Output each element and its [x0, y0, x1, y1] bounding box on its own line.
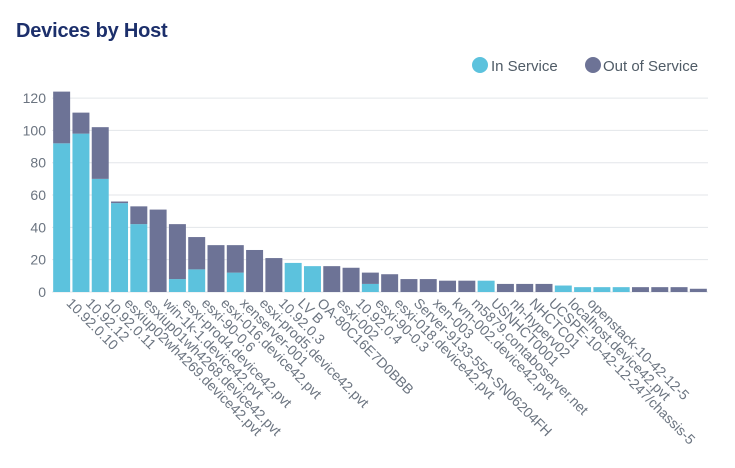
bar-out-of-service[interactable]	[651, 287, 669, 292]
bar-out-of-service[interactable]	[631, 287, 649, 292]
bar-in-service[interactable]	[72, 133, 90, 292]
legend-label[interactable]: In Service	[491, 58, 558, 75]
y-tick-label: 100	[23, 122, 47, 138]
bar-out-of-service[interactable]	[439, 280, 457, 292]
bar-out-of-service[interactable]	[91, 127, 109, 179]
bar-out-of-service[interactable]	[188, 237, 206, 270]
x-tick-label: UCSPE-10-42-12-247/chassis-5	[546, 295, 699, 448]
bar-out-of-service[interactable]	[535, 283, 553, 292]
bar-in-service[interactable]	[593, 287, 611, 292]
bar-out-of-service[interactable]	[111, 201, 129, 204]
legend-marker[interactable]	[585, 57, 601, 73]
bar-in-service[interactable]	[91, 178, 109, 292]
y-tick-label: 80	[30, 155, 46, 171]
legend-marker[interactable]	[472, 57, 488, 73]
bar-out-of-service[interactable]	[265, 258, 283, 292]
bar-out-of-service[interactable]	[130, 206, 148, 225]
legend-label[interactable]: Out of Service	[603, 58, 698, 75]
bar-in-service[interactable]	[574, 287, 592, 292]
bar-out-of-service[interactable]	[246, 249, 264, 292]
bar-out-of-service[interactable]	[53, 91, 71, 144]
bar-out-of-service[interactable]	[168, 224, 186, 280]
y-tick-label: 120	[23, 90, 47, 106]
bar-out-of-service[interactable]	[381, 274, 399, 292]
bar-in-service[interactable]	[303, 266, 321, 292]
bar-in-service[interactable]	[477, 280, 495, 292]
bar-in-service[interactable]	[284, 262, 302, 292]
bar-out-of-service[interactable]	[400, 279, 418, 292]
bar-out-of-service[interactable]	[226, 245, 244, 273]
chart-title: Devices by Host	[16, 20, 168, 42]
y-tick-label: 40	[30, 219, 46, 235]
y-tick-label: 20	[30, 252, 46, 268]
y-tick-label: 0	[38, 284, 46, 300]
bar-out-of-service[interactable]	[689, 288, 707, 292]
bar-in-service[interactable]	[188, 269, 206, 292]
bar-in-service[interactable]	[554, 285, 572, 292]
y-tick-label: 60	[30, 187, 46, 203]
bar-out-of-service[interactable]	[361, 272, 379, 284]
bar-in-service[interactable]	[168, 279, 186, 292]
bar-in-service[interactable]	[226, 272, 244, 292]
bar-out-of-service[interactable]	[323, 266, 341, 292]
bar-out-of-service[interactable]	[419, 279, 437, 292]
bar-in-service[interactable]	[53, 143, 71, 292]
bar-out-of-service[interactable]	[496, 283, 514, 292]
bar-in-service[interactable]	[612, 287, 630, 292]
bar-in-service[interactable]	[111, 203, 129, 292]
bar-out-of-service[interactable]	[149, 209, 167, 292]
bar-out-of-service[interactable]	[670, 287, 688, 292]
bar-out-of-service[interactable]	[72, 112, 90, 134]
bar-out-of-service[interactable]	[458, 280, 476, 292]
bar-out-of-service[interactable]	[207, 245, 225, 292]
bar-in-service[interactable]	[361, 283, 379, 292]
bar-in-service[interactable]	[130, 224, 148, 292]
x-tick-label: localhost.device42.pvt	[565, 295, 674, 404]
bar-out-of-service[interactable]	[342, 267, 360, 292]
bar-out-of-service[interactable]	[516, 283, 534, 292]
